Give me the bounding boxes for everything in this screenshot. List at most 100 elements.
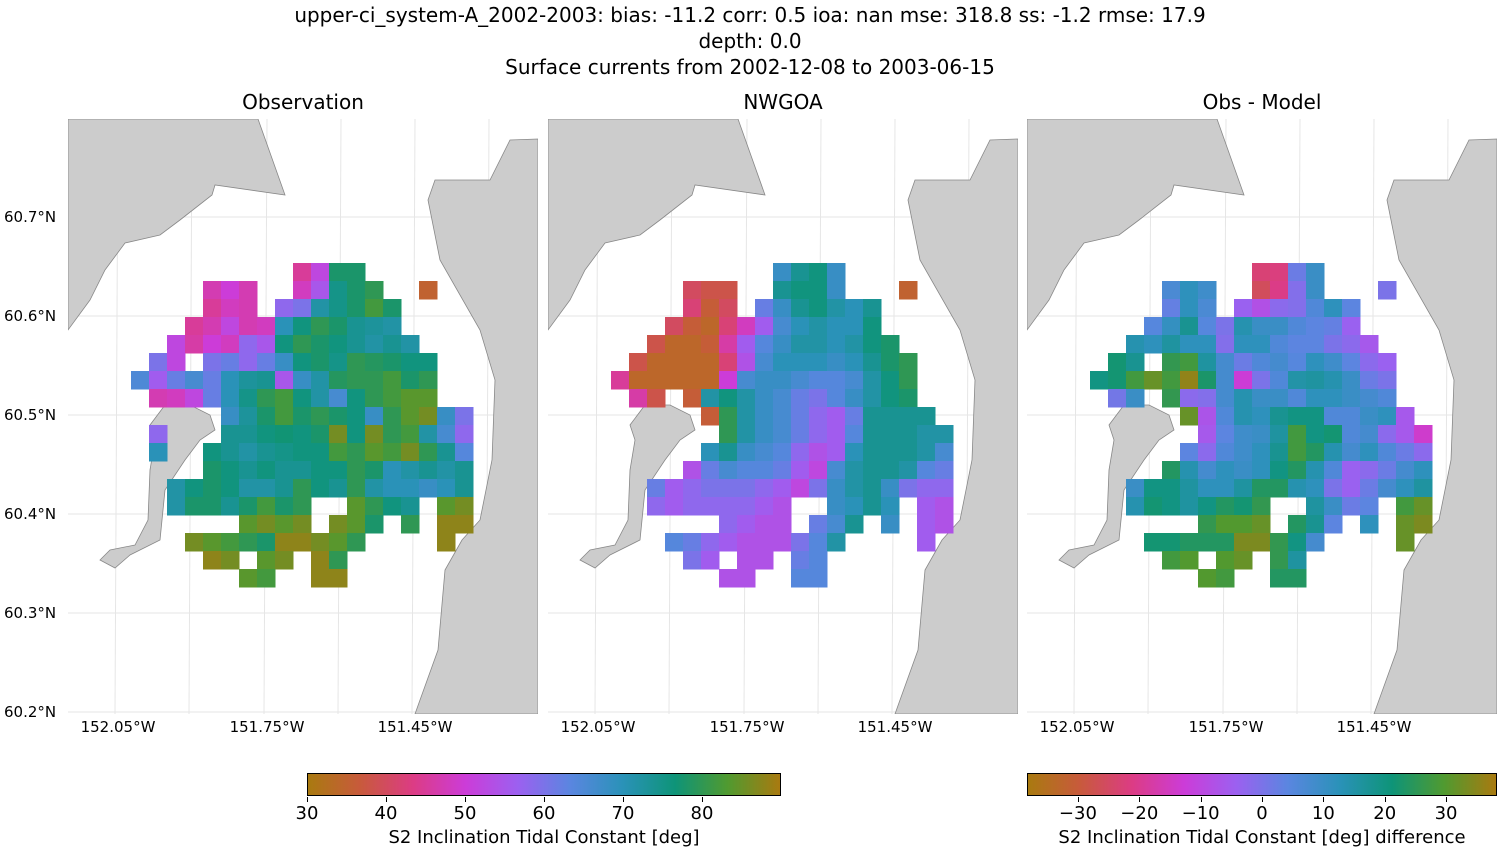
grid-cell xyxy=(845,299,864,318)
grid-cell xyxy=(1288,389,1307,408)
grid-cell xyxy=(1306,335,1325,354)
grid-cell xyxy=(1144,479,1163,498)
grid-cell xyxy=(1198,461,1217,480)
grid-cell xyxy=(881,371,900,390)
grid-cell xyxy=(203,479,222,498)
land-northwest xyxy=(68,119,286,331)
grid-cell xyxy=(1378,425,1397,444)
grid-cell xyxy=(1342,407,1361,426)
grid-cell xyxy=(1198,317,1217,336)
grid-cell xyxy=(737,569,756,588)
grid-cell xyxy=(755,551,774,570)
grid-cell xyxy=(791,389,810,408)
grid-cell xyxy=(773,533,792,552)
grid-cell xyxy=(329,443,348,462)
grid-cell xyxy=(1306,371,1325,390)
grid-cell xyxy=(1342,335,1361,354)
grid-cell xyxy=(1198,389,1217,408)
grid-cell xyxy=(935,443,954,462)
grid-cell xyxy=(701,281,720,300)
grid-cell xyxy=(1324,353,1343,372)
grid-cell xyxy=(275,407,294,426)
grid-cell xyxy=(293,533,312,552)
grid-cell xyxy=(863,353,882,372)
grid-cell xyxy=(455,443,474,462)
colorbar-tick-label: 60 xyxy=(532,803,556,824)
grid-cell xyxy=(665,371,684,390)
grid-cell xyxy=(293,335,312,354)
grid-cell xyxy=(1234,443,1253,462)
grid-cell xyxy=(683,497,702,516)
grid-cell xyxy=(827,497,846,516)
grid-cell xyxy=(365,353,384,372)
grid-cell xyxy=(629,389,648,408)
grid-cell xyxy=(1360,443,1379,462)
grid-cell xyxy=(257,425,276,444)
grid-cell xyxy=(701,461,720,480)
grid-cell xyxy=(719,497,738,516)
grid-cell xyxy=(1270,479,1289,498)
grid-cell xyxy=(719,515,738,534)
grid-cell xyxy=(311,461,330,480)
grid-cell xyxy=(1234,479,1253,498)
grid-cell xyxy=(1324,299,1343,318)
grid-cell xyxy=(1234,407,1253,426)
grid-cell xyxy=(329,353,348,372)
grid-cell xyxy=(1288,461,1307,480)
grid-cell xyxy=(683,461,702,480)
grid-cell xyxy=(881,515,900,534)
lat-tick: 60.7°N xyxy=(4,208,57,226)
grid-cell xyxy=(203,389,222,408)
grid-cell xyxy=(827,299,846,318)
grid-cell xyxy=(257,353,276,372)
grid-cell xyxy=(1162,497,1181,516)
grid-cell xyxy=(1108,371,1127,390)
grid-cell xyxy=(773,281,792,300)
grid-cell xyxy=(809,335,828,354)
grid-cell xyxy=(1144,497,1163,516)
grid-cell xyxy=(203,533,222,552)
grid-cell xyxy=(347,299,366,318)
grid-cell xyxy=(257,515,276,534)
colorbar-difference-label: S2 Inclination Tidal Constant [deg] diff… xyxy=(1058,827,1466,848)
grid-cell xyxy=(1270,299,1289,318)
grid-cell xyxy=(437,443,456,462)
grid-cell xyxy=(791,299,810,318)
grid-cell xyxy=(773,497,792,516)
grid-cell xyxy=(329,551,348,570)
grid-cell xyxy=(1162,479,1181,498)
grid-cell xyxy=(1396,515,1415,534)
grid-cell xyxy=(917,461,936,480)
grid-cell xyxy=(755,479,774,498)
grid-cell xyxy=(1162,335,1181,354)
grid-cell xyxy=(1324,479,1343,498)
grid-cell xyxy=(437,497,456,516)
grid-cell xyxy=(257,371,276,390)
grid-cell xyxy=(437,533,456,552)
grid-cell xyxy=(1252,479,1271,498)
grid-cell xyxy=(383,443,402,462)
grid-cell xyxy=(383,425,402,444)
grid-cell xyxy=(1144,371,1163,390)
grid-cell xyxy=(1414,497,1433,516)
land-peninsula xyxy=(1058,404,1175,569)
grid-cell xyxy=(1234,461,1253,480)
grid-cell xyxy=(1288,443,1307,462)
grid-cell xyxy=(185,335,204,354)
grid-cell xyxy=(347,407,366,426)
grid-cell xyxy=(791,353,810,372)
grid-cell xyxy=(737,335,756,354)
grid-cell xyxy=(239,443,258,462)
grid-cell xyxy=(1252,407,1271,426)
land-northwest xyxy=(548,119,766,331)
grid-cell xyxy=(755,443,774,462)
grid-cell xyxy=(329,515,348,534)
grid-cell xyxy=(1180,461,1199,480)
grid-cell xyxy=(1288,371,1307,390)
grid-cell xyxy=(1342,479,1361,498)
grid-cell xyxy=(311,389,330,408)
grid-cell xyxy=(257,569,276,588)
grid-cell xyxy=(257,461,276,480)
grid-cell xyxy=(1252,389,1271,408)
grid-cell xyxy=(899,461,918,480)
